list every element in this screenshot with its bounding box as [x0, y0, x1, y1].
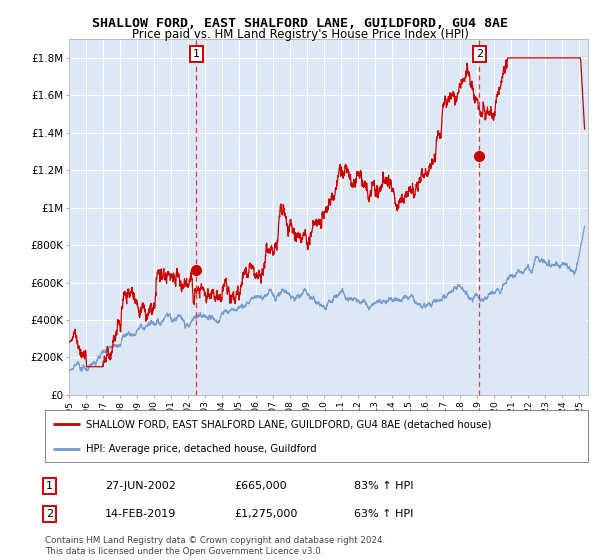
Text: HPI: Average price, detached house, Guildford: HPI: Average price, detached house, Guil…: [86, 444, 316, 454]
Text: £665,000: £665,000: [234, 481, 287, 491]
Text: Contains HM Land Registry data © Crown copyright and database right 2024.
This d: Contains HM Land Registry data © Crown c…: [45, 536, 385, 556]
Text: SHALLOW FORD, EAST SHALFORD LANE, GUILDFORD, GU4 8AE (detached house): SHALLOW FORD, EAST SHALFORD LANE, GUILDF…: [86, 419, 491, 430]
Text: SHALLOW FORD, EAST SHALFORD LANE, GUILDFORD, GU4 8AE: SHALLOW FORD, EAST SHALFORD LANE, GUILDF…: [92, 17, 508, 30]
Text: 63% ↑ HPI: 63% ↑ HPI: [354, 509, 413, 519]
Text: 14-FEB-2019: 14-FEB-2019: [105, 509, 176, 519]
Text: Price paid vs. HM Land Registry's House Price Index (HPI): Price paid vs. HM Land Registry's House …: [131, 28, 469, 41]
Text: £1,275,000: £1,275,000: [234, 509, 298, 519]
Text: 83% ↑ HPI: 83% ↑ HPI: [354, 481, 413, 491]
Text: 27-JUN-2002: 27-JUN-2002: [105, 481, 176, 491]
Text: 2: 2: [476, 49, 483, 59]
Text: 1: 1: [46, 481, 53, 491]
Text: 1: 1: [193, 49, 200, 59]
Text: 2: 2: [46, 509, 53, 519]
